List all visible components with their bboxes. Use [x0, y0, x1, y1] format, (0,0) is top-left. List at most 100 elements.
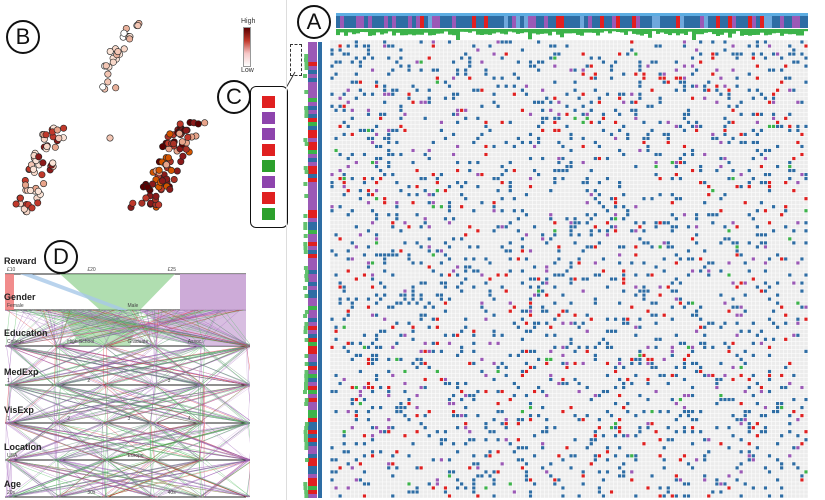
- matrix-cell: [492, 329, 496, 333]
- matrix-cell: [561, 144, 565, 149]
- colbar-cell: [376, 16, 380, 28]
- matrix-cell: [622, 281, 626, 285]
- matrix-cell: [755, 148, 759, 153]
- matrix-cell: [512, 84, 516, 88]
- matrix-cell: [447, 221, 452, 225]
- matrix-cell: [763, 337, 768, 341]
- colbar-green: [396, 29, 400, 33]
- matrix-cell: [468, 76, 472, 80]
- matrix-cell: [342, 193, 346, 197]
- matrix-cell: [739, 132, 743, 137]
- matrix-cell: [686, 257, 691, 261]
- colbar-green: [460, 29, 464, 32]
- matrix-cell: [646, 345, 650, 349]
- matrix-cell: [569, 281, 573, 285]
- matrix-cell: [565, 92, 569, 96]
- scatter-point: [173, 167, 181, 175]
- colbar-cell: [664, 16, 668, 28]
- matrix-cell: [755, 225, 759, 229]
- matrix-cell: [374, 233, 379, 237]
- matrix-cell: [366, 482, 371, 486]
- colbar-green: [768, 29, 772, 35]
- matrix-cell: [605, 317, 610, 321]
- rowbar-cell: [308, 194, 317, 198]
- legend-swatch: [262, 128, 275, 140]
- matrix-cell: [528, 494, 533, 498]
- matrix-cell: [759, 289, 764, 293]
- matrix-cell: [395, 201, 399, 205]
- matrix-cell: [423, 305, 427, 309]
- matrix-cell: [549, 377, 553, 382]
- rowbar-green: [304, 170, 309, 174]
- matrix-cell: [346, 313, 350, 317]
- rowbar-green: [304, 54, 309, 58]
- matrix-cell: [727, 177, 731, 181]
- matrix-cell: [678, 197, 683, 201]
- matrix-cell: [415, 88, 419, 92]
- matrix-cell: [694, 309, 699, 313]
- matrix-cell: [727, 273, 731, 277]
- matrix-cell: [743, 414, 747, 418]
- matrix-cell: [581, 72, 585, 76]
- matrix-cell: [334, 108, 338, 112]
- colbar-cell: [612, 16, 616, 28]
- matrix-cell: [751, 217, 755, 221]
- matrix-cell: [419, 361, 423, 366]
- matrix-cell: [346, 410, 350, 414]
- matrix-cell: [549, 108, 553, 112]
- matrix-cell: [374, 124, 379, 128]
- matrix-cell: [670, 225, 674, 229]
- colbar-cell: [368, 16, 372, 28]
- matrix-cell: [650, 357, 654, 362]
- matrix-cell: [524, 309, 529, 313]
- matrix-cell: [435, 293, 439, 297]
- matrix-cell: [642, 241, 646, 245]
- rowbar-blue: [318, 410, 322, 414]
- matrix-cell: [403, 112, 407, 116]
- matrix-cell: [358, 88, 363, 92]
- matrix-cell: [650, 410, 654, 414]
- matrix-cell: [354, 397, 358, 402]
- matrix-cell: [549, 373, 553, 378]
- matrix-cell: [524, 369, 529, 374]
- matrix-cell: [374, 313, 379, 317]
- matrix-cell: [613, 426, 618, 430]
- matrix-cell: [334, 148, 338, 153]
- colbar-cell: [500, 16, 504, 28]
- matrix-cell: [565, 365, 569, 370]
- matrix-cell: [549, 325, 553, 329]
- matrix-cell: [747, 168, 751, 173]
- matrix-cell: [690, 168, 695, 173]
- matrix-cell: [618, 430, 622, 434]
- matrix-cell: [561, 381, 565, 386]
- matrix-cell: [541, 100, 545, 104]
- matrix-cell: [464, 486, 468, 490]
- colbar-cell: [456, 16, 460, 28]
- matrix-cell: [557, 112, 561, 116]
- matrix-cell: [573, 438, 577, 442]
- matrix-cell: [788, 124, 792, 128]
- matrix-cell: [719, 293, 723, 297]
- rowbar-blue: [318, 434, 322, 438]
- matrix-cell: [427, 482, 431, 486]
- matrix-cell: [699, 410, 703, 414]
- matrix-cell: [557, 140, 561, 145]
- colbar-cell: [464, 16, 468, 28]
- matrix-cell: [622, 269, 626, 273]
- rowbar-blue: [318, 170, 322, 174]
- matrix-cell: [767, 124, 772, 128]
- matrix-cell: [703, 438, 707, 442]
- matrix-cell: [524, 361, 529, 366]
- matrix-cell: [703, 181, 707, 185]
- matrix-cell: [755, 76, 759, 80]
- matrix-cell: [423, 341, 427, 345]
- matrix-cell: [500, 209, 504, 213]
- matrix-cell: [630, 40, 634, 44]
- matrix-cell: [520, 269, 525, 273]
- matrix-cell: [751, 277, 755, 281]
- matrix-cell: [763, 40, 768, 44]
- matrix-cell: [472, 349, 476, 353]
- tick-label: 3: [127, 416, 131, 422]
- matrix-cell: [775, 88, 780, 92]
- matrix-cell: [439, 438, 444, 442]
